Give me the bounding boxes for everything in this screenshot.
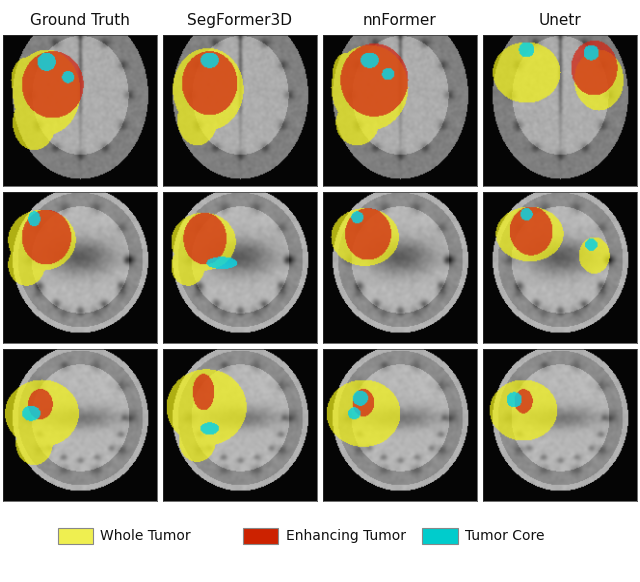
Text: Unetr: Unetr [539,13,581,28]
Text: SegFormer3D: SegFormer3D [188,13,292,28]
Text: Enhancing Tumor: Enhancing Tumor [286,529,406,543]
Text: Tumor Core: Tumor Core [465,529,545,543]
Text: Ground Truth: Ground Truth [30,13,130,28]
Text: Whole Tumor: Whole Tumor [100,529,191,543]
Text: nnFormer: nnFormer [363,13,437,28]
